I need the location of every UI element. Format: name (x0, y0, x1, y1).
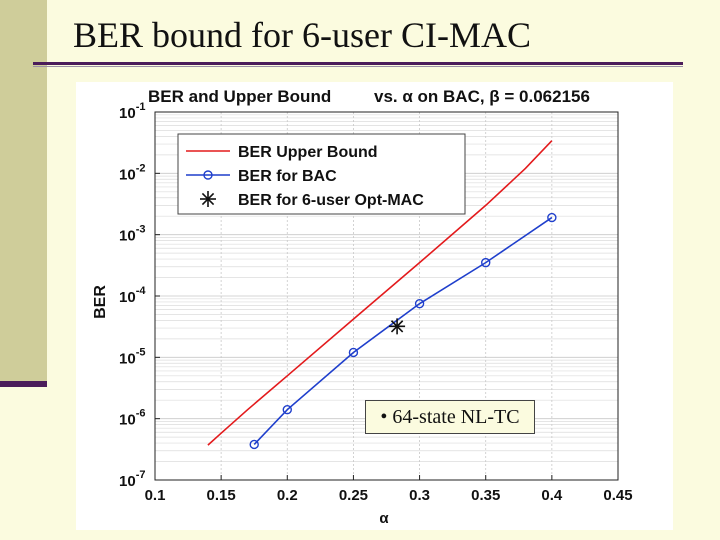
y-tick-label: 10-1 (119, 101, 145, 122)
x-tick-label: 0.1 (145, 487, 166, 504)
y-tick-label: 10-3 (119, 224, 145, 245)
annotation-64-state: • 64-state NL-TC (365, 400, 535, 434)
y-axis-label: BER (92, 285, 109, 319)
y-tick-label: 10-4 (119, 285, 146, 306)
x-tick-label: 0.4 (541, 487, 563, 504)
legend-label-ber-upper-bound: BER Upper Bound (238, 144, 378, 161)
series-line-ber-upper-bound (207, 140, 553, 446)
y-tick-label: 10-6 (119, 408, 145, 429)
data-point-ber-for-bac (249, 439, 259, 450)
x-tick-label: 0.45 (603, 487, 632, 504)
asterisk-stroke (201, 192, 215, 206)
ber-chart: BER and Upper Bound vs. α on BAC, β = 0.… (92, 87, 633, 527)
x-tick-label: 0.15 (207, 487, 236, 504)
title-divider (33, 62, 683, 65)
sidebar-accent (0, 381, 47, 387)
data-point-ber-for-bac (481, 257, 491, 268)
x-tick-label: 0.3 (409, 487, 430, 504)
legend-marker-ber-for-bac (203, 170, 213, 180)
y-tick-label: 10-2 (119, 162, 145, 183)
series-line-ber-for-bac (253, 216, 553, 445)
chart-title-part2: vs. α on BAC, β = 0.062156 (374, 87, 590, 106)
legend-box (177, 133, 466, 215)
legend-label-ber-for-6-user-opt-mac: BER for 6-user Opt-MAC (238, 192, 424, 209)
asterisk-stroke (390, 320, 404, 333)
data-point-ber-for-bac (547, 212, 557, 223)
y-tick-label: 10-5 (119, 346, 145, 367)
x-tick-label: 0.35 (471, 487, 500, 504)
y-tick-label: 10-7 (119, 469, 145, 490)
slide-title: BER bound for 6-user CI-MAC (73, 15, 531, 55)
data-point-ber-for-6-user-opt-mac (389, 318, 406, 335)
slide-sidebar (0, 0, 47, 387)
title-divider-thin (33, 66, 683, 67)
x-axis-label: α (379, 510, 389, 527)
data-point-ber-for-bac (414, 298, 425, 309)
x-tick-label: 0.2 (277, 487, 298, 504)
legend-label-ber-for-bac: BER for BAC (238, 168, 337, 185)
figure-panel: BER and Upper Bound vs. α on BAC, β = 0.… (76, 82, 673, 530)
chart-title-part1: BER and Upper Bound (148, 87, 331, 106)
data-point-ber-for-bac (348, 347, 359, 358)
x-tick-label: 0.25 (339, 487, 368, 504)
legend-marker-ber-for-6-user-opt-mac (200, 191, 216, 207)
data-point-ber-for-bac (282, 405, 292, 415)
